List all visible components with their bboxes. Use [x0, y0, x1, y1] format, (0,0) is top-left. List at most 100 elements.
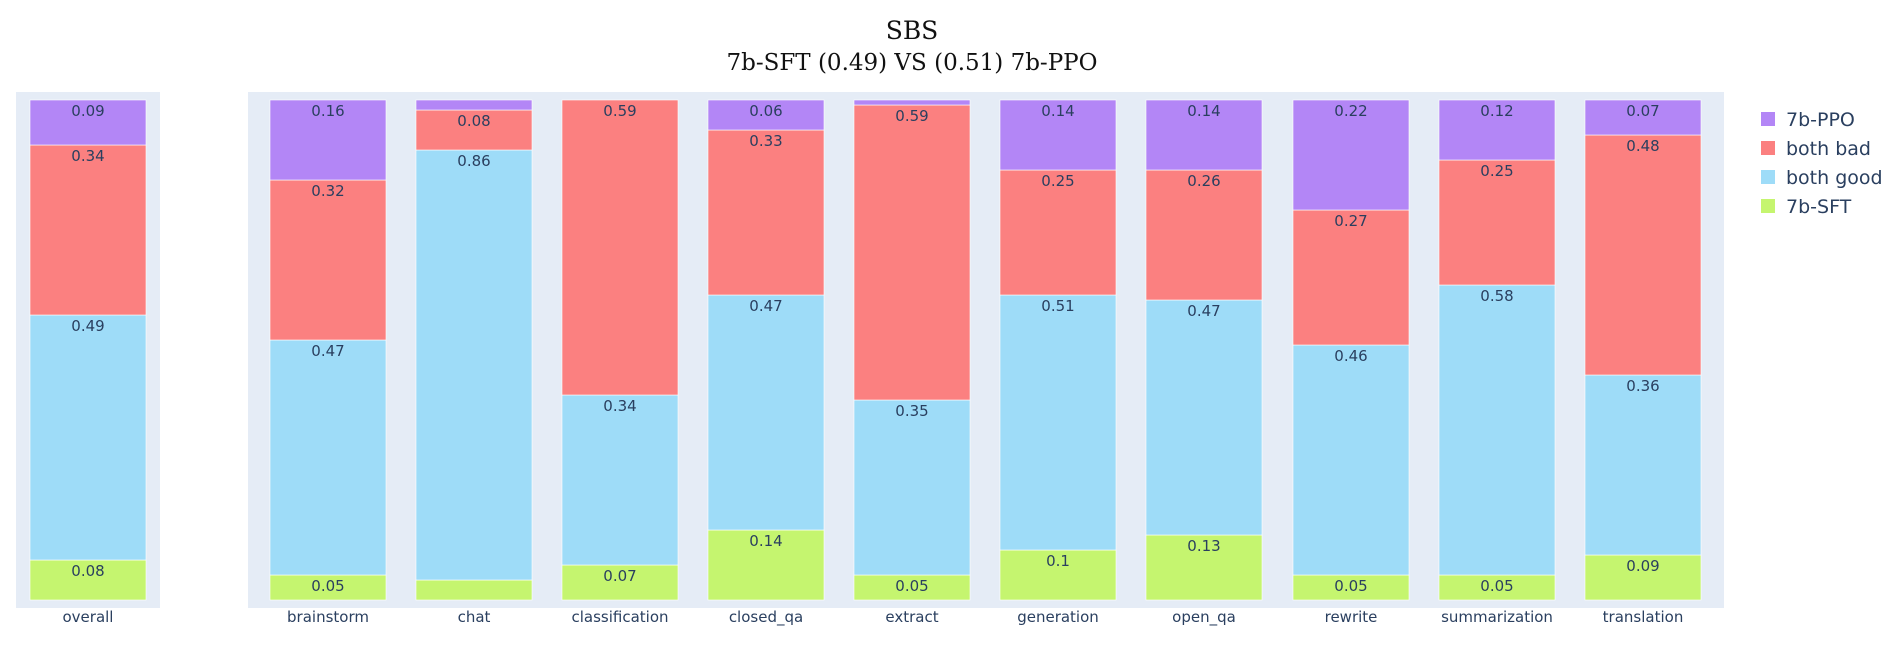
bar-classification-both-good: [561, 394, 679, 566]
legend-label-7b-PPO: 7b-PPO: [1786, 109, 1855, 131]
legend-swatch-both-bad: [1761, 141, 1775, 155]
bar-translation-both-bad: [1584, 134, 1702, 376]
bar-label-translation-7b-SFT: 0.09: [1626, 557, 1659, 575]
bar-label-brainstorm-7b-PPO: 0.16: [311, 102, 344, 120]
bar-label-classification-both-good: 0.34: [603, 397, 636, 415]
bar-label-rewrite-7b-PPO: 0.22: [1334, 102, 1367, 120]
bar-label-rewrite-7b-SFT: 0.05: [1334, 577, 1367, 595]
bar-generation-both-good: [999, 294, 1117, 551]
bar-classification-7b-SFT: [561, 564, 679, 601]
bar-chat-7b-SFT: [415, 579, 533, 601]
bar-extract-both-bad: [853, 104, 971, 401]
bar-label-brainstorm-both-good: 0.47: [311, 342, 344, 360]
bar-generation-both-bad: [999, 169, 1117, 296]
bar-label-open_qa-7b-PPO: 0.14: [1187, 102, 1220, 120]
legend-label-both-bad: both bad: [1786, 138, 1871, 160]
bar-summarization-both-good: [1438, 284, 1556, 576]
bar-label-generation-both-bad: 0.25: [1041, 172, 1074, 190]
bar-label-summarization-7b-SFT: 0.05: [1480, 577, 1513, 595]
bar-overall-both-bad: [29, 144, 147, 316]
bar-overall-7b-SFT: [29, 559, 147, 601]
bar-closed_qa-both-bad: [707, 129, 825, 296]
bar-rewrite-7b-PPO: [1292, 99, 1410, 211]
bar-label-chat-both-good: 0.86: [457, 152, 490, 170]
bar-brainstorm-7b-SFT: [269, 574, 387, 601]
bar-chat-both-good: [415, 149, 533, 581]
bar-chat-7b-PPO: [415, 99, 533, 111]
bar-label-rewrite-both-bad: 0.27: [1334, 212, 1367, 230]
bar-label-brainstorm-both-bad: 0.32: [311, 182, 344, 200]
legend-label-both-good: both good: [1786, 167, 1883, 189]
x-tick-generation: generation: [1017, 608, 1099, 626]
bar-brainstorm-7b-PPO: [269, 99, 387, 181]
bar-label-extract-both-good: 0.35: [895, 402, 928, 420]
legend-swatch-7b-PPO: [1761, 112, 1775, 126]
legend: 7b-PPO both bad both good 7b-SFT: [1761, 109, 1883, 218]
bar-label-extract-7b-SFT: 0.05: [895, 577, 928, 595]
bar-translation-both-good: [1584, 374, 1702, 556]
bar-open_qa-both-bad: [1145, 169, 1263, 301]
bar-label-translation-both-bad: 0.48: [1626, 137, 1659, 155]
bar-translation-7b-SFT: [1584, 554, 1702, 601]
bar-open_qa-both-good: [1145, 299, 1263, 536]
bar-chat-both-bad: [415, 109, 533, 151]
bar-label-closed_qa-both-bad: 0.33: [749, 132, 782, 150]
bar-label-translation-both-good: 0.36: [1626, 377, 1659, 395]
bar-label-open_qa-both-bad: 0.26: [1187, 172, 1220, 190]
bar-label-summarization-both-bad: 0.25: [1480, 162, 1513, 180]
bar-brainstorm-both-bad: [269, 179, 387, 341]
bar-rewrite-both-good: [1292, 344, 1410, 576]
bar-closed_qa-7b-SFT: [707, 529, 825, 601]
bar-extract-both-good: [853, 399, 971, 576]
bars: [29, 99, 1702, 601]
bar-label-summarization-both-good: 0.58: [1480, 287, 1513, 305]
bar-overall-7b-PPO: [29, 99, 147, 146]
bar-label-generation-both-good: 0.51: [1041, 297, 1074, 315]
bar-classification-both-bad: [561, 99, 679, 396]
x-tick-extract: extract: [885, 608, 938, 626]
bar-open_qa-7b-SFT: [1145, 534, 1263, 601]
bar-label-classification-both-bad: 0.59: [603, 102, 636, 120]
bar-label-closed_qa-both-good: 0.47: [749, 297, 782, 315]
bar-label-chat-both-bad: 0.08: [457, 112, 490, 130]
x-tick-rewrite: rewrite: [1325, 608, 1378, 626]
bar-translation-7b-PPO: [1584, 99, 1702, 136]
bar-label-overall-both-bad: 0.34: [71, 147, 104, 165]
bar-label-closed_qa-7b-SFT: 0.14: [749, 532, 782, 550]
bar-open_qa-7b-PPO: [1145, 99, 1263, 171]
legend-swatch-7b-SFT: [1761, 199, 1775, 213]
bar-label-open_qa-7b-SFT: 0.13: [1187, 537, 1220, 555]
bar-summarization-7b-PPO: [1438, 99, 1556, 161]
x-tick-brainstorm: brainstorm: [287, 608, 369, 626]
bar-rewrite-7b-SFT: [1292, 574, 1410, 601]
bar-label-translation-7b-PPO: 0.07: [1626, 102, 1659, 120]
bar-label-closed_qa-7b-PPO: 0.06: [749, 102, 782, 120]
x-tick-overall: overall: [63, 608, 114, 626]
x-tick-closed_qa: closed_qa: [729, 608, 803, 627]
x-tick-summarization: summarization: [1441, 608, 1553, 626]
x-axis-ticks: overall brainstorm chat classification close…: [63, 608, 1684, 627]
bar-labels: 0.08 0.49 0.34 0.09 0.05 0.47 0.32 0.16 0.86 0.08…: [71, 102, 1659, 595]
bar-extract-7b-PPO: [853, 99, 971, 106]
bar-closed_qa-7b-PPO: [707, 99, 825, 131]
bar-label-brainstorm-7b-SFT: 0.05: [311, 577, 344, 595]
bar-rewrite-both-bad: [1292, 209, 1410, 346]
bar-closed_qa-both-good: [707, 294, 825, 531]
bar-generation-7b-PPO: [999, 99, 1117, 171]
x-tick-chat: chat: [458, 608, 491, 626]
bar-label-overall-7b-SFT: 0.08: [71, 562, 104, 580]
bar-label-classification-7b-SFT: 0.07: [603, 567, 636, 585]
bar-overall-both-good: [29, 314, 147, 561]
bar-label-overall-7b-PPO: 0.09: [71, 102, 104, 120]
chart-subtitle: 7b-SFT (0.49) VS (0.51) 7b-PPO: [726, 50, 1097, 76]
x-tick-translation: translation: [1603, 608, 1684, 626]
x-tick-open_qa: open_qa: [1172, 608, 1236, 627]
x-tick-classification: classification: [571, 608, 668, 626]
legend-swatch-both-good: [1761, 170, 1775, 184]
bar-label-generation-7b-SFT: 0.1: [1046, 552, 1070, 570]
bar-generation-7b-SFT: [999, 549, 1117, 601]
bar-summarization-both-bad: [1438, 159, 1556, 286]
bar-brainstorm-both-good: [269, 339, 387, 576]
legend-label-7b-SFT: 7b-SFT: [1786, 196, 1852, 218]
